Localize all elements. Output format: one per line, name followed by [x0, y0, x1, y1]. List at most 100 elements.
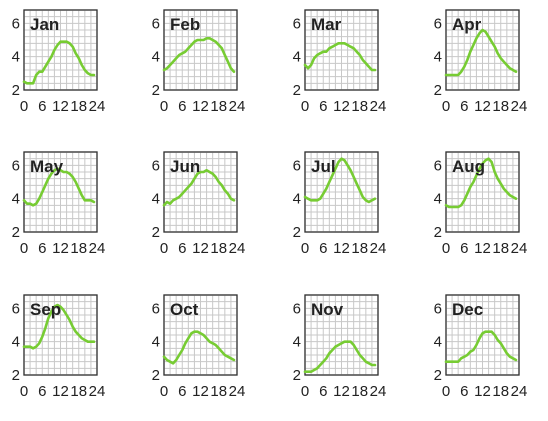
y-tick-label: 6: [293, 15, 301, 32]
x-tick-label: 6: [319, 240, 327, 257]
plot-border: [163, 151, 238, 233]
series-line-oct: [162, 330, 236, 365]
y-tick-label: 6: [12, 15, 20, 32]
series-line-jun: [162, 169, 236, 207]
x-tick-label: 0: [301, 98, 309, 115]
x-tick-label: 12: [192, 98, 209, 115]
x-tick-label: 18: [70, 98, 87, 115]
plot-border: [23, 151, 98, 233]
y-tick-label: 4: [434, 49, 442, 66]
x-tick-label: 18: [70, 383, 87, 400]
panel-title: May: [30, 157, 64, 176]
x-tick-label: 0: [301, 240, 309, 257]
y-tick-label: 2: [12, 82, 20, 99]
y-tick-label: 4: [12, 334, 20, 351]
x-tick-label: 24: [370, 383, 387, 400]
x-tick-label: 0: [160, 98, 168, 115]
y-tick-label: 6: [152, 15, 160, 32]
panel-title: Dec: [452, 300, 483, 319]
y-tick-label: 2: [434, 82, 442, 99]
y-tick-label: 4: [152, 49, 160, 66]
x-tick-label: 6: [38, 98, 46, 115]
y-tick-label: 2: [12, 367, 20, 384]
panel-title: Sep: [30, 300, 61, 319]
x-tick-label: 12: [474, 240, 491, 257]
x-tick-label: 12: [52, 98, 69, 115]
y-tick-label: 4: [434, 191, 442, 208]
x-tick-label: 6: [460, 98, 468, 115]
y-tick-label: 6: [434, 15, 442, 32]
x-tick-label: 24: [229, 240, 246, 257]
plot-border: [163, 9, 238, 91]
x-tick-label: 24: [511, 98, 528, 115]
y-tick-label: 4: [293, 49, 301, 66]
plot-border: [23, 294, 98, 376]
x-tick-label: 12: [52, 240, 69, 257]
panel-title: Aug: [452, 157, 485, 176]
panel-title: Jun: [170, 157, 200, 176]
plot-border: [304, 151, 379, 233]
panel-title: Jul: [311, 157, 336, 176]
x-tick-label: 6: [178, 240, 186, 257]
x-tick-label: 12: [52, 383, 69, 400]
x-tick-label: 12: [333, 240, 350, 257]
x-tick-label: 18: [351, 98, 368, 115]
x-tick-label: 6: [319, 383, 327, 400]
x-tick-label: 12: [192, 240, 209, 257]
x-tick-label: 0: [160, 240, 168, 257]
plot-border: [304, 294, 379, 376]
y-tick-label: 4: [293, 191, 301, 208]
y-tick-label: 6: [293, 157, 301, 174]
x-tick-label: 24: [511, 240, 528, 257]
y-tick-label: 4: [12, 191, 20, 208]
x-tick-label: 18: [210, 383, 227, 400]
x-tick-label: 0: [20, 240, 28, 257]
x-tick-label: 18: [70, 240, 87, 257]
x-tick-label: 24: [511, 383, 528, 400]
y-tick-label: 6: [293, 300, 301, 317]
panel-title: Oct: [170, 300, 199, 319]
x-tick-label: 0: [20, 383, 28, 400]
grid: [446, 295, 519, 375]
x-tick-label: 6: [319, 98, 327, 115]
y-tick-label: 4: [293, 334, 301, 351]
y-tick-label: 6: [12, 300, 20, 317]
y-tick-label: 6: [434, 157, 442, 174]
series-line-feb: [162, 36, 236, 73]
series-line-apr: [444, 28, 518, 77]
x-tick-label: 0: [301, 383, 309, 400]
y-tick-label: 2: [293, 82, 301, 99]
x-tick-label: 18: [210, 98, 227, 115]
x-tick-label: 24: [89, 98, 106, 115]
panel-title: Feb: [170, 15, 200, 34]
plot-border: [163, 294, 238, 376]
y-tick-label: 4: [434, 334, 442, 351]
series-line-dec: [444, 330, 518, 364]
series-line-jul: [303, 157, 377, 204]
series-line-sep: [22, 303, 96, 350]
x-tick-label: 24: [89, 383, 106, 400]
x-tick-label: 24: [229, 383, 246, 400]
x-tick-label: 0: [160, 383, 168, 400]
y-tick-label: 4: [152, 334, 160, 351]
plot-border: [23, 9, 98, 91]
y-tick-label: 2: [152, 367, 160, 384]
x-tick-label: 6: [460, 240, 468, 257]
grid: [446, 10, 519, 90]
y-tick-label: 4: [152, 191, 160, 208]
x-tick-label: 18: [492, 383, 509, 400]
plot-border: [445, 151, 520, 233]
y-tick-label: 6: [434, 300, 442, 317]
series-line-nov: [303, 340, 377, 374]
x-tick-label: 24: [370, 240, 387, 257]
